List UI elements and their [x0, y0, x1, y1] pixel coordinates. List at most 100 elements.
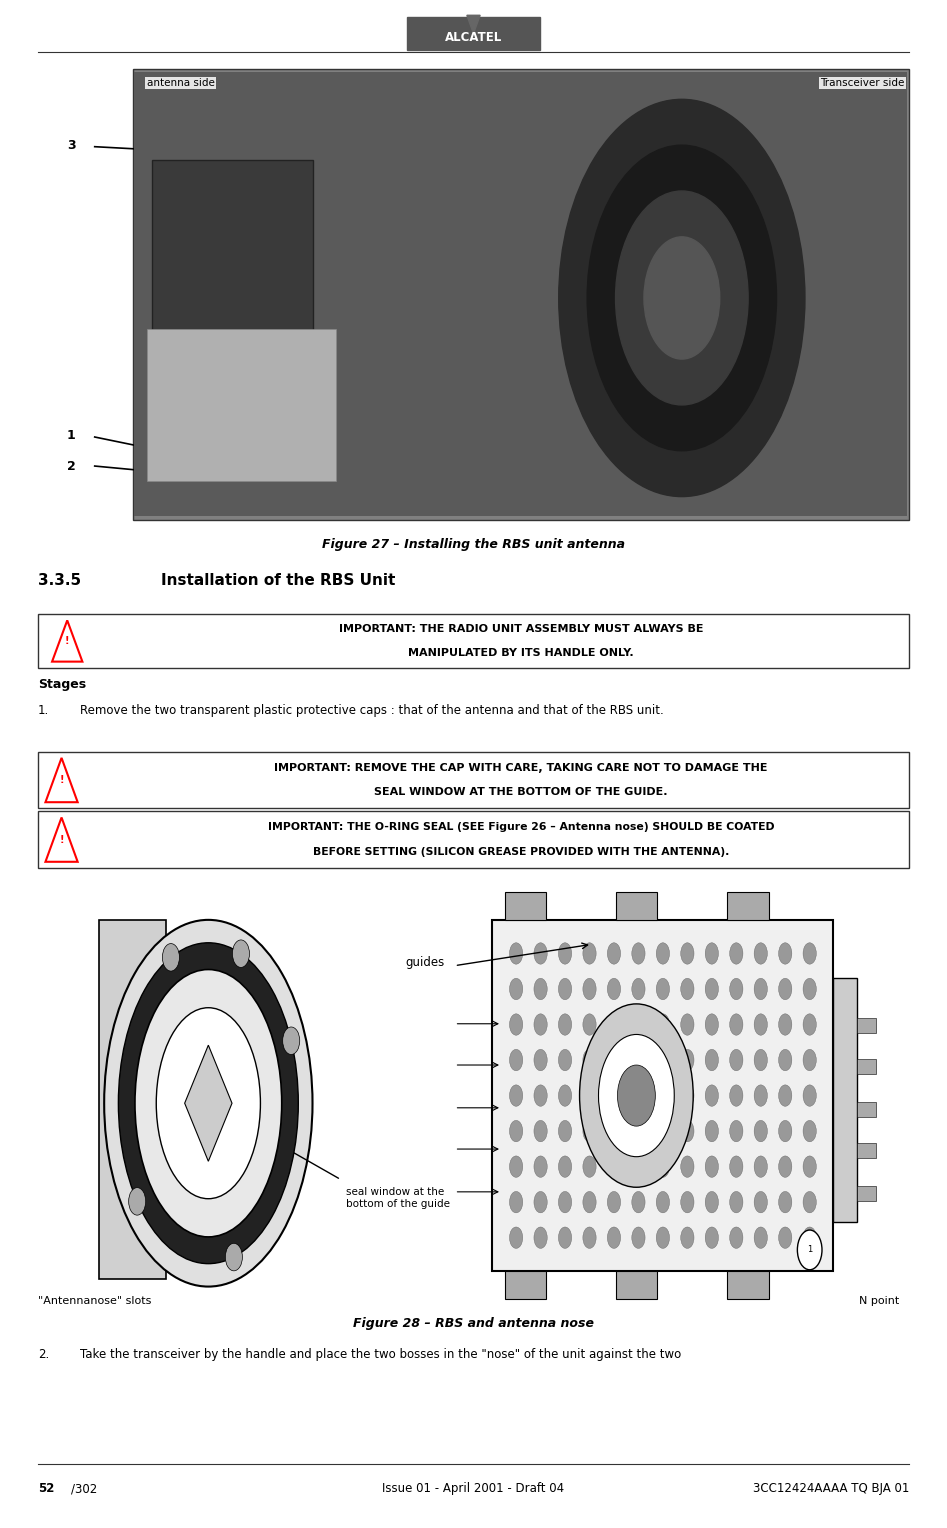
- Circle shape: [656, 1120, 670, 1141]
- Text: 3.3.5: 3.3.5: [38, 573, 81, 588]
- FancyBboxPatch shape: [407, 17, 540, 50]
- Circle shape: [559, 978, 572, 999]
- Circle shape: [509, 978, 523, 999]
- Circle shape: [607, 1050, 620, 1071]
- Circle shape: [681, 1192, 694, 1213]
- Circle shape: [632, 1050, 645, 1071]
- Polygon shape: [45, 817, 78, 862]
- Text: IMPORTANT: THE RADIO UNIT ASSEMBLY MUST ALWAYS BE: IMPORTANT: THE RADIO UNIT ASSEMBLY MUST …: [339, 623, 703, 634]
- Circle shape: [583, 1192, 597, 1213]
- FancyBboxPatch shape: [505, 1271, 546, 1299]
- Circle shape: [681, 943, 694, 964]
- FancyBboxPatch shape: [134, 72, 907, 516]
- Circle shape: [730, 1227, 743, 1248]
- FancyBboxPatch shape: [147, 329, 336, 481]
- Circle shape: [632, 1085, 645, 1106]
- Circle shape: [656, 1157, 670, 1177]
- Circle shape: [583, 978, 597, 999]
- Circle shape: [616, 191, 748, 405]
- Text: IMPORTANT: REMOVE THE CAP WITH CARE, TAKING CARE NOT TO DAMAGE THE: IMPORTANT: REMOVE THE CAP WITH CARE, TAK…: [274, 762, 768, 773]
- FancyBboxPatch shape: [616, 1271, 657, 1299]
- Text: ALCATEL: ALCATEL: [445, 31, 502, 44]
- Circle shape: [225, 1244, 242, 1271]
- Circle shape: [509, 1157, 523, 1177]
- Circle shape: [583, 1050, 597, 1071]
- Ellipse shape: [118, 943, 298, 1264]
- Circle shape: [534, 1015, 547, 1036]
- Text: 1: 1: [67, 429, 76, 442]
- Circle shape: [559, 99, 805, 497]
- FancyBboxPatch shape: [857, 1143, 876, 1158]
- Text: Installation of the RBS Unit: Installation of the RBS Unit: [161, 573, 395, 588]
- Circle shape: [559, 1192, 572, 1213]
- Text: antenna side: antenna side: [147, 78, 215, 89]
- Circle shape: [754, 943, 767, 964]
- FancyBboxPatch shape: [99, 920, 166, 1279]
- Circle shape: [803, 1192, 816, 1213]
- Circle shape: [632, 943, 645, 964]
- Circle shape: [681, 1227, 694, 1248]
- Circle shape: [730, 1050, 743, 1071]
- Text: MANIPULATED BY ITS HANDLE ONLY.: MANIPULATED BY ITS HANDLE ONLY.: [408, 648, 634, 659]
- Text: Take the transceiver by the handle and place the two bosses in the "nose" of the: Take the transceiver by the handle and p…: [80, 1348, 682, 1361]
- Circle shape: [656, 1192, 670, 1213]
- FancyBboxPatch shape: [38, 752, 909, 808]
- Circle shape: [778, 1050, 792, 1071]
- Circle shape: [162, 944, 179, 972]
- Polygon shape: [45, 758, 78, 802]
- Circle shape: [706, 1085, 719, 1106]
- Text: 3: 3: [67, 139, 76, 151]
- FancyBboxPatch shape: [857, 1059, 876, 1074]
- FancyBboxPatch shape: [727, 1271, 769, 1299]
- Circle shape: [559, 943, 572, 964]
- Circle shape: [509, 1192, 523, 1213]
- Circle shape: [730, 1085, 743, 1106]
- Circle shape: [778, 1157, 792, 1177]
- Circle shape: [632, 1192, 645, 1213]
- Text: Transceiver side: Transceiver side: [820, 78, 904, 89]
- Circle shape: [644, 237, 720, 359]
- Circle shape: [534, 1157, 547, 1177]
- Text: Stages: Stages: [38, 678, 86, 692]
- Circle shape: [232, 940, 249, 967]
- Circle shape: [607, 1192, 620, 1213]
- Circle shape: [617, 1065, 655, 1126]
- Circle shape: [607, 1015, 620, 1036]
- Circle shape: [607, 1227, 620, 1248]
- Text: !: !: [60, 775, 63, 785]
- Text: 2.: 2.: [38, 1348, 49, 1361]
- Circle shape: [803, 978, 816, 999]
- Circle shape: [730, 1157, 743, 1177]
- Circle shape: [803, 1050, 816, 1071]
- Text: 1.: 1.: [38, 704, 49, 718]
- Circle shape: [632, 1120, 645, 1141]
- Ellipse shape: [104, 920, 313, 1287]
- Circle shape: [706, 978, 719, 999]
- Circle shape: [583, 1120, 597, 1141]
- Circle shape: [580, 1004, 693, 1187]
- FancyBboxPatch shape: [38, 811, 909, 868]
- Circle shape: [754, 1085, 767, 1106]
- Text: 3CC12424AAAA TQ BJA 01: 3CC12424AAAA TQ BJA 01: [753, 1482, 909, 1496]
- Circle shape: [509, 1085, 523, 1106]
- Circle shape: [509, 1227, 523, 1248]
- FancyBboxPatch shape: [152, 160, 313, 466]
- Circle shape: [583, 1157, 597, 1177]
- Circle shape: [129, 1187, 146, 1215]
- Circle shape: [706, 1157, 719, 1177]
- Circle shape: [583, 943, 597, 964]
- FancyBboxPatch shape: [616, 892, 657, 920]
- Circle shape: [706, 1227, 719, 1248]
- FancyBboxPatch shape: [857, 1018, 876, 1033]
- Text: 2: 2: [67, 460, 76, 472]
- Circle shape: [534, 978, 547, 999]
- Circle shape: [534, 1050, 547, 1071]
- Circle shape: [754, 1157, 767, 1177]
- FancyBboxPatch shape: [833, 978, 857, 1222]
- Circle shape: [754, 1227, 767, 1248]
- Polygon shape: [467, 15, 480, 34]
- Circle shape: [706, 1050, 719, 1071]
- Circle shape: [730, 1120, 743, 1141]
- Circle shape: [681, 1015, 694, 1036]
- Circle shape: [607, 978, 620, 999]
